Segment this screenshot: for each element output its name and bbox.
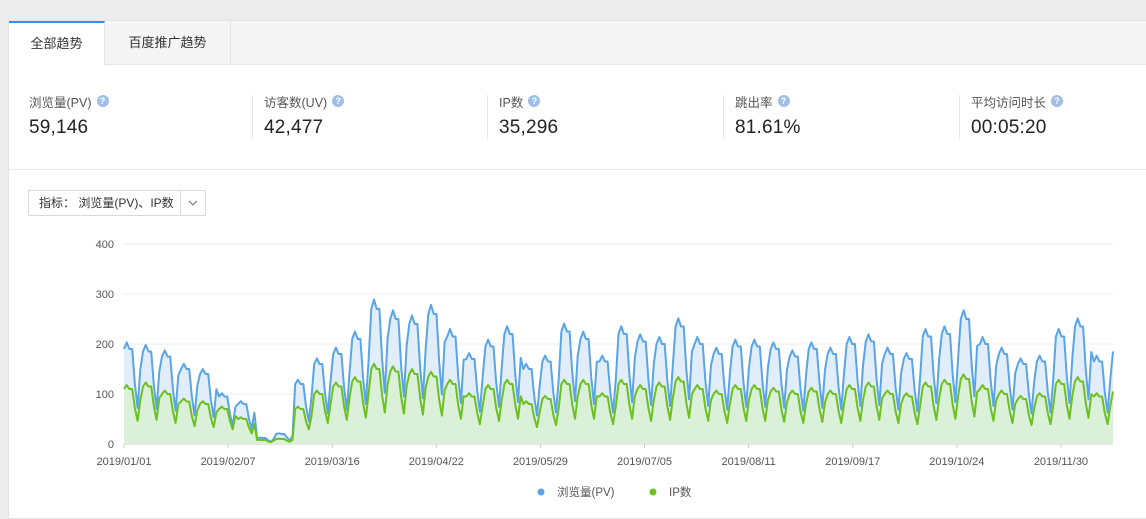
metric-label: 平均访问时长: [971, 95, 1047, 110]
metric-ip: IP数? 35,296: [487, 93, 729, 143]
legend-marker: [649, 488, 657, 496]
y-tick-label: 300: [96, 289, 114, 301]
metric-selector-dropdown[interactable]: 指标： 浏览量(PV)、IP数: [28, 190, 206, 216]
question-circle-icon[interactable]: ?: [332, 95, 345, 107]
tab-baidu-promotion-trends[interactable]: 百度推广趋势: [105, 21, 231, 65]
metric-value: 42,477: [264, 117, 324, 138]
chevron-down-icon[interactable]: [180, 191, 205, 215]
metric-pv: 浏览量(PV)? 59,146: [29, 93, 259, 143]
metrics-summary: 浏览量(PV)? 59,146 访客数(UV)? 42,477 IP数? 35,…: [9, 65, 1146, 170]
metric-selector-label: 指标： 浏览量(PV)、IP数: [39, 196, 174, 210]
x-tick-label: 2019/08/11: [722, 456, 776, 468]
metric-avg-visit-duration: 平均访问时长? 00:05:20: [959, 93, 1146, 143]
metric-divider: [252, 95, 253, 139]
metric-bounce-rate: 跳出率? 81.61%: [723, 93, 965, 143]
metric-divider: [487, 95, 488, 139]
series-area-ip: [124, 363, 1113, 444]
y-tick-label: 200: [96, 339, 114, 351]
metric-value: 00:05:20: [971, 117, 1047, 138]
y-tick-label: 100: [96, 389, 114, 401]
x-tick-label: 2019/01/01: [96, 456, 151, 468]
tab-bar: 全部趋势 百度推广趋势: [9, 21, 1146, 66]
question-circle-icon[interactable]: ?: [1051, 95, 1064, 107]
metric-value: 35,296: [499, 117, 559, 138]
legend-label: 浏览量(PV): [557, 485, 615, 499]
series-line-pv: [123, 298, 1114, 443]
x-tick-label: 2019/02/07: [201, 456, 256, 468]
x-tick-label: 2019/05/29: [513, 456, 568, 468]
legend-marker: [537, 488, 545, 496]
question-circle-icon[interactable]: ?: [96, 95, 109, 107]
y-tick-label: 0: [108, 439, 114, 451]
metric-label: 跳出率: [735, 95, 773, 110]
x-tick-label: 2019/10/24: [929, 456, 984, 468]
metric-divider: [723, 95, 724, 139]
x-tick-label: 2019/11/30: [1034, 456, 1088, 468]
x-tick-label: 2019/07/05: [617, 456, 672, 468]
metric-value: 59,146: [29, 117, 89, 138]
metric-value: 81.61%: [735, 117, 801, 138]
tab-all-trends[interactable]: 全部趋势: [9, 21, 105, 66]
question-circle-icon[interactable]: ?: [528, 95, 541, 107]
metric-label: 访客数(UV): [264, 95, 328, 110]
metric-label: IP数: [499, 95, 524, 110]
x-tick-label: 2019/04/22: [409, 456, 464, 468]
y-tick-label: 400: [96, 239, 114, 251]
legend-label: IP数: [669, 485, 692, 499]
question-circle-icon[interactable]: ?: [777, 95, 790, 107]
series-line-ip: [123, 362, 1114, 444]
x-tick-label: 2019/09/17: [825, 456, 880, 468]
metric-label: 浏览量(PV): [29, 95, 92, 110]
x-tick-label: 2019/03/16: [305, 456, 360, 468]
metric-uv: 访客数(UV)? 42,477: [252, 93, 494, 143]
metric-divider: [959, 95, 960, 139]
